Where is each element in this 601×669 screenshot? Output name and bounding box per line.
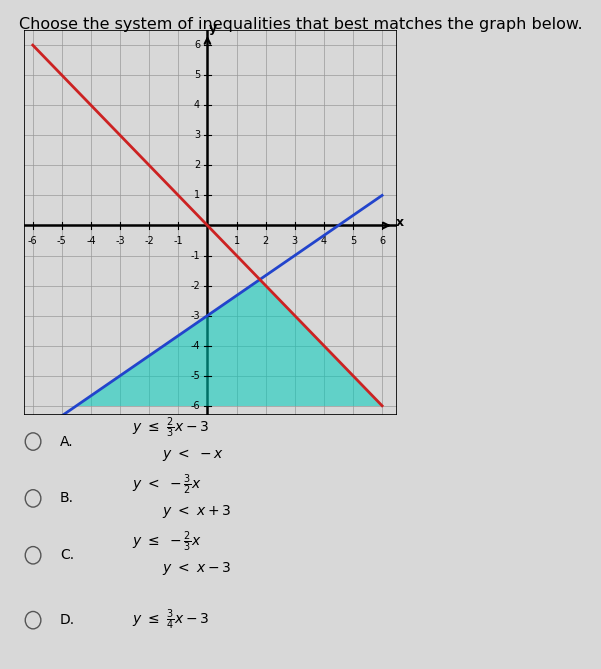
Text: x: x [395,216,404,229]
Text: 3: 3 [194,130,200,140]
Text: B.: B. [60,492,74,505]
Text: -1: -1 [174,236,183,246]
Text: y: y [209,22,218,35]
Text: -6: -6 [191,401,200,411]
Text: -2: -2 [191,280,200,290]
Text: A.: A. [60,435,74,448]
Text: Choose the system of inequalities that best matches the graph below.: Choose the system of inequalities that b… [19,17,582,31]
Text: -3: -3 [191,310,200,320]
Text: $y\ <\ x - 3$: $y\ <\ x - 3$ [162,560,232,577]
Text: 4: 4 [321,236,327,246]
Text: D.: D. [60,613,75,627]
Text: 5: 5 [350,236,356,246]
Text: $y\ \leq\ \frac{2}{3}x - 3$: $y\ \leq\ \frac{2}{3}x - 3$ [132,416,210,440]
Text: 4: 4 [194,100,200,110]
Text: 1: 1 [233,236,240,246]
Text: -5: -5 [191,371,200,381]
Text: -6: -6 [28,236,38,246]
Text: 6: 6 [379,236,385,246]
Text: 2: 2 [194,161,200,171]
Text: 2: 2 [263,236,269,246]
Text: $y\ <\ -\frac{3}{2}x$: $y\ <\ -\frac{3}{2}x$ [132,473,202,497]
Text: -3: -3 [115,236,125,246]
Text: 5: 5 [194,70,200,80]
Text: 1: 1 [194,191,200,201]
Text: $y\ \leq\ \frac{3}{4}x - 3$: $y\ \leq\ \frac{3}{4}x - 3$ [132,608,210,632]
Text: $y\ <\ -x$: $y\ <\ -x$ [162,447,224,463]
Text: -4: -4 [191,341,200,351]
Text: 6: 6 [194,40,200,50]
Text: -1: -1 [191,250,200,260]
Text: $y\ <\ x + 3$: $y\ <\ x + 3$ [162,503,232,520]
Text: -4: -4 [86,236,96,246]
Text: C.: C. [60,549,75,562]
Text: -5: -5 [57,236,67,246]
Text: -2: -2 [144,236,154,246]
Text: $y\ \leq\ -\frac{2}{3}x$: $y\ \leq\ -\frac{2}{3}x$ [132,530,202,554]
Text: 3: 3 [291,236,298,246]
